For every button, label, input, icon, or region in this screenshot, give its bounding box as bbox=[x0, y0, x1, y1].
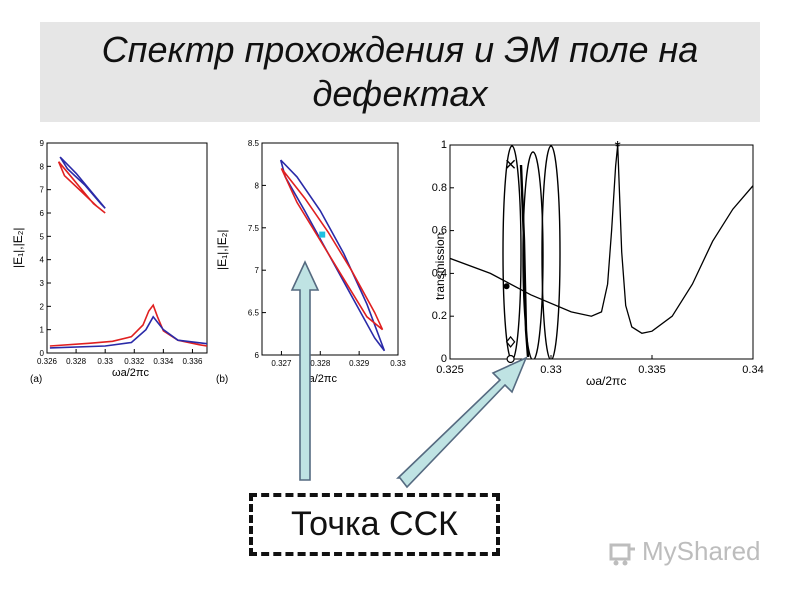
y-tick-label: 7.5 bbox=[248, 224, 260, 233]
panel-a-ticks: 0.326 0.328 0.33 0.332 0.334 0.336 0 1 2 3 4 5 6 7 8 9 bbox=[37, 139, 203, 366]
x-tick-label: 0.328 bbox=[66, 357, 87, 366]
x-tick-label: 0.327 bbox=[271, 359, 292, 368]
x-tick-label: 0.33 bbox=[390, 359, 406, 368]
x-tick-label: 0.34 bbox=[742, 364, 763, 376]
series-line-blue-0 bbox=[279, 159, 386, 352]
y-tick-label: 0.6 bbox=[432, 225, 447, 237]
marker-dot bbox=[503, 283, 510, 290]
transmission-loop-3 bbox=[541, 145, 561, 359]
panel-c-xlabel: ωa/2πc bbox=[586, 374, 626, 388]
y-tick-label: 0.8 bbox=[432, 182, 447, 194]
x-tick-label: 0.332 bbox=[124, 357, 145, 366]
x-tick-label: 0.336 bbox=[182, 357, 203, 366]
panel-b-frame bbox=[261, 142, 399, 356]
watermark: MyShared bbox=[608, 536, 761, 567]
y-tick-label: 8.5 bbox=[248, 139, 260, 148]
series-line-blue-3 bbox=[49, 315, 207, 349]
panel-a-xlabel: ωa/2πc bbox=[112, 367, 149, 379]
series-line-blue-1 bbox=[59, 156, 106, 209]
panel-c-markers: * bbox=[503, 139, 621, 364]
y-tick-label: 6.5 bbox=[248, 309, 260, 318]
panel-c-ylabel: transmission bbox=[433, 233, 447, 300]
watermark-text: MyShared bbox=[642, 536, 761, 566]
panel-c-ticks: 0.325 0.33 0.335 0.34 0 0.2 0.4 0.6 0.8 1 bbox=[432, 139, 764, 376]
series-line-red-1 bbox=[280, 167, 384, 331]
x-tick-label: 0.328 bbox=[310, 359, 331, 368]
panel-b: 0.327 0.328 0.329 0.33 6 6.5 7 7.5 8 8.5 |E₁|,|E₂… bbox=[215, 139, 406, 385]
y-tick-label: 9 bbox=[40, 139, 45, 148]
y-tick-label: 6 bbox=[255, 351, 260, 360]
panel-a-label: (a) bbox=[30, 374, 42, 385]
y-tick-label: 0.2 bbox=[432, 310, 447, 322]
series-line-black-0 bbox=[450, 145, 753, 334]
y-tick-label: 4 bbox=[40, 256, 45, 265]
arrow-diagonal bbox=[396, 356, 528, 489]
y-tick-label: 1 bbox=[40, 326, 45, 335]
y-tick-label: 6 bbox=[40, 209, 45, 218]
marker-cross bbox=[506, 159, 516, 169]
marker-star: * bbox=[615, 139, 621, 156]
point-marker bbox=[319, 231, 326, 238]
panel-b-ylabel: |E₁|,|E₂| bbox=[215, 229, 229, 270]
panel-b-label: (b) bbox=[216, 374, 228, 385]
x-tick-label: 0.326 bbox=[37, 357, 58, 366]
panel-a: 0.326 0.328 0.33 0.332 0.334 0.3360123456789 … bbox=[11, 139, 208, 385]
callout-box: Точка ССК bbox=[249, 493, 500, 556]
x-tick-label: 0.33 bbox=[97, 357, 113, 366]
panel-c: 0.325 0.33 0.335 0.34 0 0.2 0.4 0.6 0.8 1 * trans… bbox=[432, 139, 764, 388]
y-tick-label: 0.4 bbox=[432, 267, 447, 279]
cart-icon bbox=[609, 543, 635, 565]
x-tick-label: 0.329 bbox=[349, 359, 370, 368]
y-tick-label: 8 bbox=[255, 181, 260, 190]
y-tick-label: 0 bbox=[40, 349, 45, 358]
panel-c-frame bbox=[449, 144, 754, 360]
arrow-up bbox=[290, 260, 320, 481]
panel-a-series bbox=[49, 156, 207, 349]
y-tick-label: 7 bbox=[40, 186, 45, 195]
x-tick-label: 0.33 bbox=[540, 364, 561, 376]
transmission-spine bbox=[519, 164, 530, 358]
marker-circle bbox=[506, 354, 515, 364]
x-tick-label: 0.334 bbox=[153, 357, 174, 366]
y-tick-label: 0 bbox=[441, 353, 447, 365]
slide-title: Спектр прохождения и ЭМ поле на дефектах bbox=[101, 29, 699, 114]
panel-b-ticks: 0.327 0.328 0.329 0.33 6 6.5 7 7.5 8 8.5 bbox=[248, 139, 406, 368]
x-tick-label: 0.325 bbox=[436, 364, 464, 376]
callout-text: Точка ССК bbox=[291, 505, 458, 543]
title-box: Спектр прохождения и ЭМ поле на дефектах bbox=[40, 22, 760, 122]
series-line-red-0 bbox=[57, 161, 106, 214]
y-tick-label: 3 bbox=[40, 279, 45, 288]
y-tick-label: 8 bbox=[40, 162, 45, 171]
panel-a-ylabel: |E₁|,|E₂| bbox=[11, 227, 25, 268]
panel-c-series bbox=[450, 145, 753, 359]
y-tick-label: 7 bbox=[255, 266, 260, 275]
y-tick-label: 1 bbox=[441, 139, 447, 151]
transmission-loop-2 bbox=[522, 151, 544, 359]
x-tick-label: 0.335 bbox=[638, 364, 666, 376]
marker-diamond bbox=[505, 335, 516, 348]
y-tick-label: 5 bbox=[40, 232, 45, 241]
y-tick-label: 2 bbox=[40, 302, 45, 311]
panel-b-series bbox=[279, 159, 386, 352]
panel-a-frame bbox=[46, 142, 208, 354]
transmission-loop-1 bbox=[502, 145, 522, 359]
